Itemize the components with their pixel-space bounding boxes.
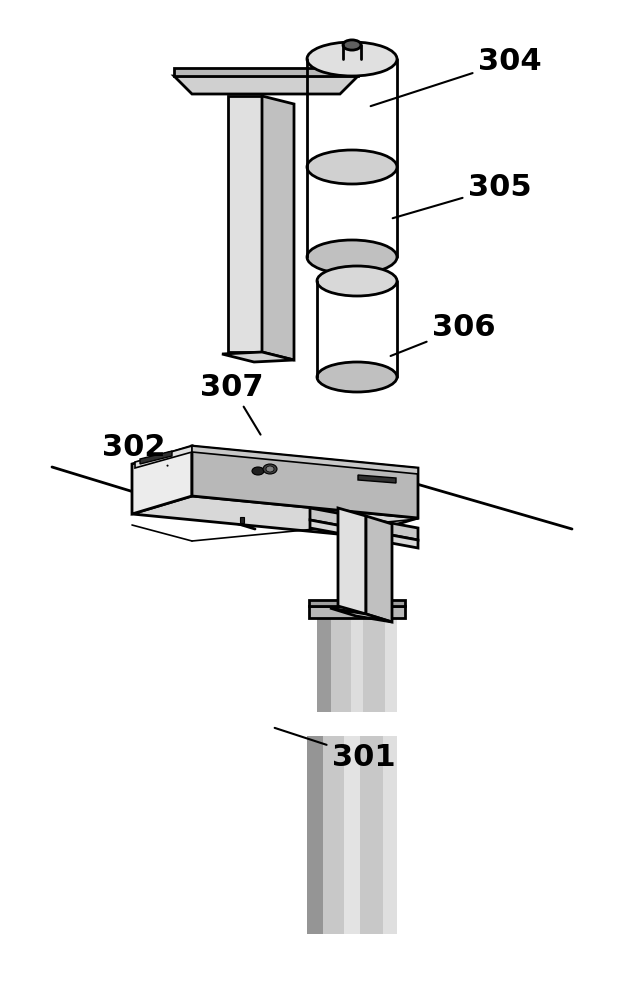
- Polygon shape: [262, 96, 294, 361]
- Polygon shape: [310, 521, 418, 549]
- Ellipse shape: [317, 363, 397, 393]
- Ellipse shape: [263, 464, 277, 474]
- Polygon shape: [330, 608, 392, 622]
- Polygon shape: [309, 606, 405, 618]
- Polygon shape: [309, 600, 405, 606]
- Text: 304: 304: [371, 48, 542, 107]
- Polygon shape: [132, 446, 192, 515]
- Text: 306: 306: [391, 313, 495, 357]
- Ellipse shape: [343, 41, 361, 51]
- Polygon shape: [344, 737, 360, 934]
- Polygon shape: [222, 353, 294, 363]
- Ellipse shape: [317, 266, 397, 296]
- Polygon shape: [351, 616, 363, 713]
- Polygon shape: [174, 69, 358, 77]
- Polygon shape: [385, 616, 397, 713]
- Polygon shape: [240, 518, 244, 524]
- Polygon shape: [140, 451, 172, 464]
- Polygon shape: [310, 509, 418, 541]
- Polygon shape: [338, 509, 366, 614]
- Text: 302: 302: [102, 433, 167, 466]
- Polygon shape: [383, 737, 397, 934]
- Ellipse shape: [266, 466, 274, 472]
- Ellipse shape: [307, 151, 397, 185]
- Polygon shape: [366, 517, 392, 622]
- Polygon shape: [135, 446, 192, 468]
- Polygon shape: [307, 737, 323, 934]
- Ellipse shape: [307, 241, 397, 274]
- Text: 301: 301: [275, 729, 396, 771]
- Ellipse shape: [252, 467, 264, 475]
- Text: 307: 307: [200, 373, 264, 435]
- Ellipse shape: [307, 43, 397, 77]
- Polygon shape: [174, 77, 358, 94]
- Polygon shape: [228, 96, 262, 353]
- Polygon shape: [192, 446, 418, 474]
- Text: 305: 305: [392, 173, 531, 219]
- Polygon shape: [358, 475, 396, 483]
- Polygon shape: [192, 446, 418, 519]
- Polygon shape: [317, 616, 331, 713]
- Polygon shape: [317, 616, 397, 713]
- Polygon shape: [132, 496, 418, 537]
- Polygon shape: [307, 737, 397, 934]
